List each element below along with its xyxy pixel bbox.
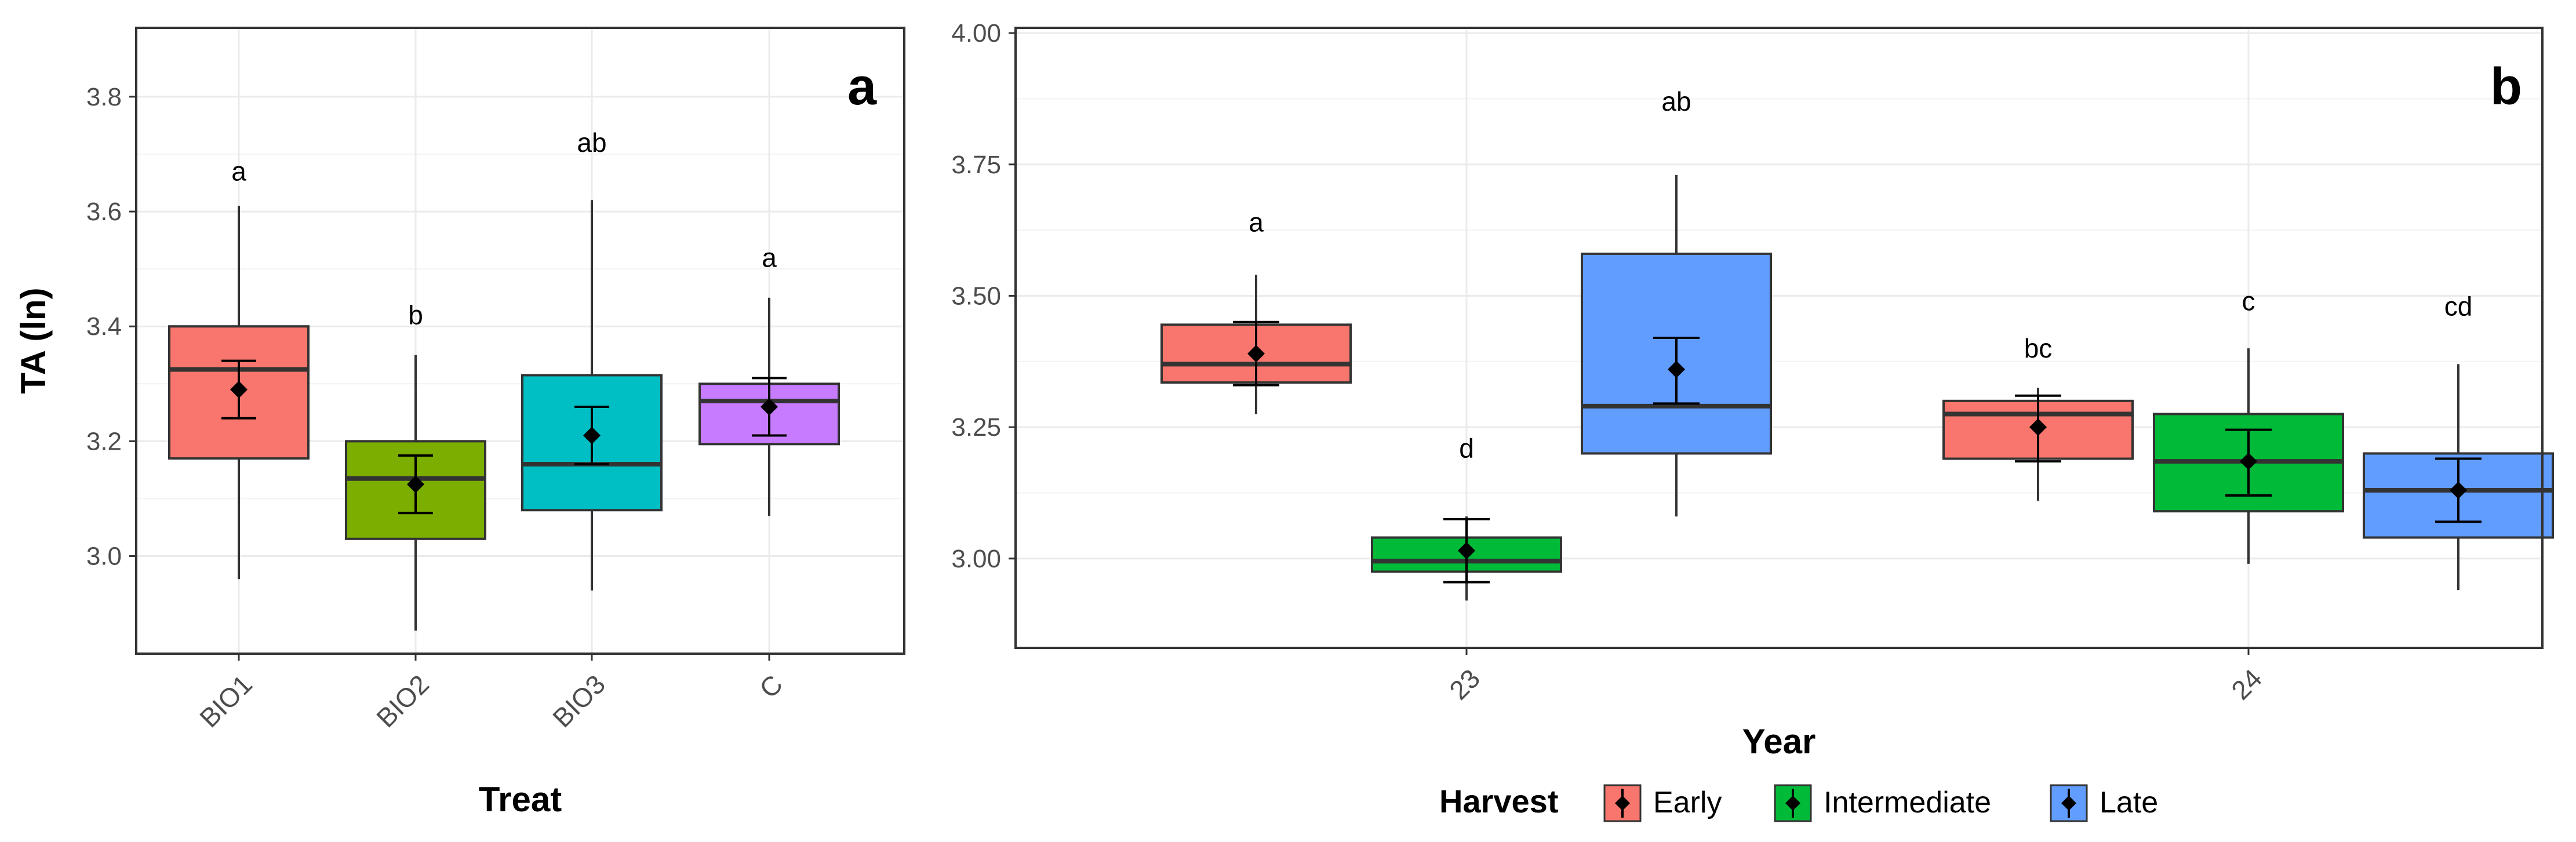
plot-frame [1014,27,2544,649]
legend-entry-early: Early [1603,784,1722,822]
legend-title: Harvest [1439,783,1558,819]
box-bio3: ab [521,127,663,591]
legend-label: Early [1653,786,1722,819]
x-axis-title: Treat [479,780,562,819]
x-tick-label: 23 [1443,663,1486,705]
legend-label: Late [2100,786,2158,819]
x-tick-label: C [754,669,788,704]
x-tick-label: BIO3 [547,669,611,733]
y-tick-label: 3.50 [951,282,1001,310]
significance-letter: a [762,242,777,272]
x-tick-label: BIO2 [370,669,435,733]
plot-frame [135,27,905,655]
y-tick-label: 3.6 [86,198,122,226]
mean-point [761,398,778,415]
significance-letter: ab [1661,86,1691,116]
box-c: a [698,242,840,516]
legend-key-mean-point [2061,796,2076,811]
box-23-intermediate: d [1371,433,1562,601]
significance-letter: cd [2444,291,2473,322]
legend-entry-late: Late [2050,784,2158,822]
box-24-late: cd [2363,291,2554,591]
x-tick-label: 24 [2225,663,2268,705]
mean-point [1247,345,1265,363]
box-23-late: ab [1581,86,1772,517]
y-tick-label: 3.0 [86,542,122,571]
box-24-early: bc [1942,333,2134,501]
y-tick-label: 3.8 [86,83,122,111]
panel-label: a [847,58,877,116]
significance-letter: b [408,300,423,330]
significance-letter: a [231,156,246,187]
x-tick-label: BIO1 [194,669,258,733]
panel-b: a d ab bc c cd 3.00 3.25 3.50 3.75 4.00 23 24 b Year [951,19,2554,761]
significance-letter: ab [577,127,606,158]
y-axis-title: TA (ln) [14,287,53,393]
significance-letter: a [1249,207,1264,238]
legend-entry-intermediate: Intermediate [1774,784,1991,822]
legend: Harvest Early Intermediate Late [1439,783,2158,822]
significance-letter: bc [2024,333,2053,363]
y-tick-label: 3.00 [951,545,1001,573]
legend-label: Intermediate [1824,786,1991,819]
mean-point [1668,360,1685,378]
box-23-early: a [1160,207,1352,414]
mean-point [2450,481,2467,499]
significance-letter: d [1459,433,1474,463]
y-tick-label: 3.75 [951,151,1001,179]
significance-letter: c [2242,286,2255,316]
x-axis-title: Year [1742,722,1816,761]
y-tick-label: 3.2 [86,427,122,455]
y-tick-label: 3.4 [86,312,122,341]
mean-point [1458,542,1475,560]
mean-point [2240,453,2257,471]
legend-key-mean-point [1615,796,1630,811]
box-24-intermediate: c [2153,286,2344,564]
mean-point [583,427,601,444]
mean-point [230,381,248,399]
y-tick-label: 3.25 [951,413,1001,442]
y-tick-label: 4.00 [951,19,1001,48]
panel-label: b [2490,58,2522,116]
mean-point [407,475,424,493]
mean-point [2029,418,2047,436]
box-bio1: a [168,156,310,579]
legend-key-mean-point [1785,796,1800,811]
box-bio2: b [345,300,486,631]
